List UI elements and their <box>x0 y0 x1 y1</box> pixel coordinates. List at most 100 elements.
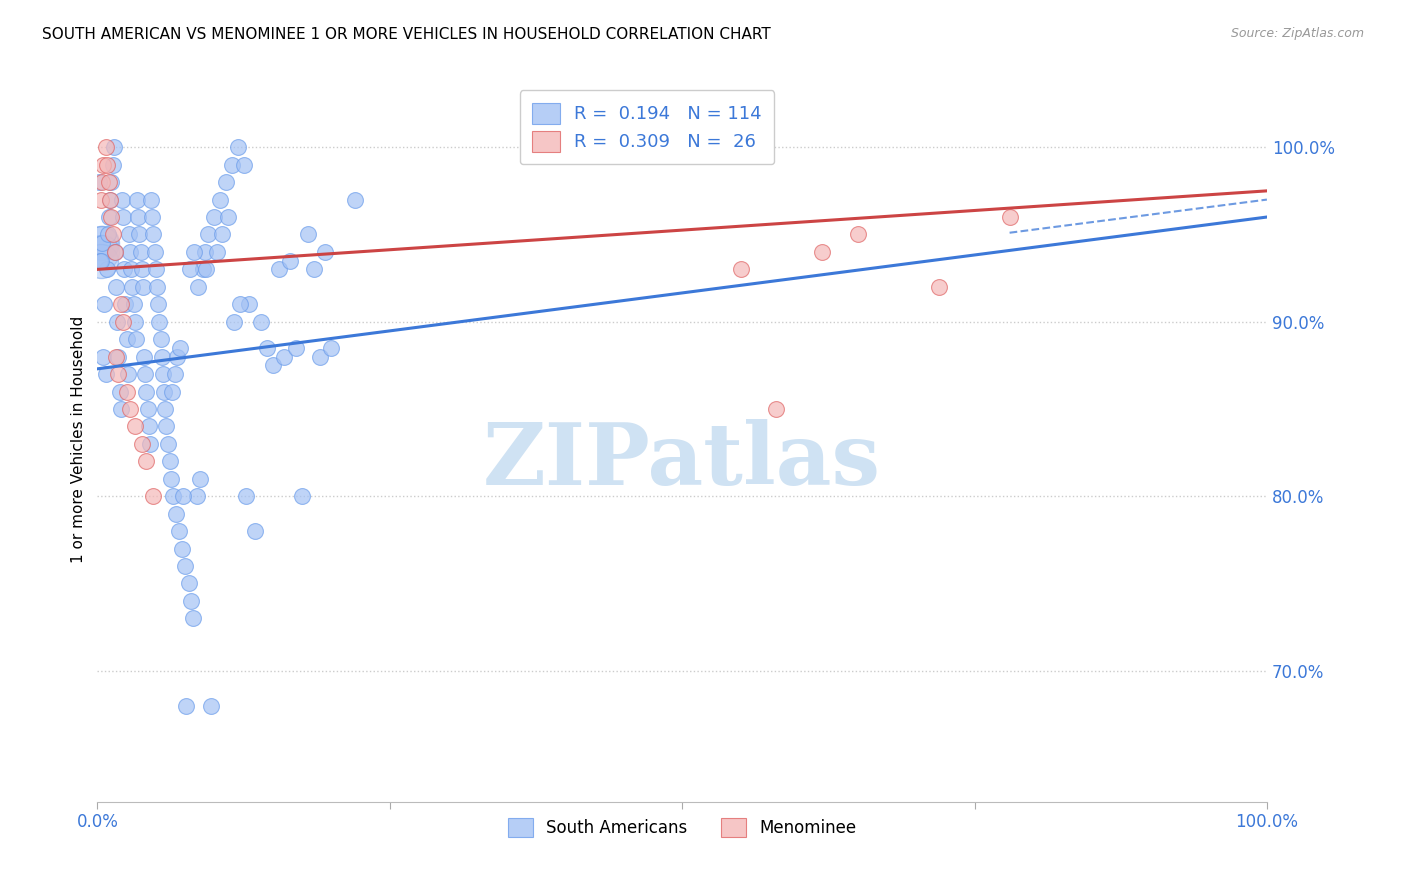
Point <box>118 227 141 242</box>
Point <box>100 210 122 224</box>
Point <box>169 341 191 355</box>
Point <box>111 193 134 207</box>
Point <box>846 227 869 242</box>
Point <box>811 244 834 259</box>
Point <box>170 541 193 556</box>
Point <box>98 193 121 207</box>
Point <box>148 315 170 329</box>
Point <box>146 297 169 311</box>
Point <box>285 341 308 355</box>
Point <box>115 332 138 346</box>
Point <box>165 507 187 521</box>
Point <box>321 341 343 355</box>
Point <box>238 297 260 311</box>
Point <box>132 280 155 294</box>
Point <box>120 262 142 277</box>
Point <box>245 524 267 538</box>
Point <box>134 350 156 364</box>
Point <box>215 175 238 189</box>
Point <box>205 244 228 259</box>
Point <box>98 210 121 224</box>
Point <box>112 210 135 224</box>
Point <box>100 175 122 189</box>
Point <box>194 244 217 259</box>
Point <box>250 315 273 329</box>
Point <box>108 384 131 399</box>
Point <box>209 193 232 207</box>
Point <box>166 350 188 364</box>
Point <box>224 315 246 329</box>
Point <box>136 401 159 416</box>
Point <box>174 698 197 713</box>
Point <box>191 262 214 277</box>
Point <box>143 244 166 259</box>
Point <box>226 140 249 154</box>
Point <box>124 315 146 329</box>
Point <box>180 594 202 608</box>
Point <box>98 175 121 189</box>
Point <box>98 193 121 207</box>
Point <box>135 454 157 468</box>
Point <box>314 244 336 259</box>
Point <box>160 472 183 486</box>
Point <box>91 350 114 364</box>
Point <box>141 193 163 207</box>
Point <box>127 210 149 224</box>
Point <box>152 367 174 381</box>
Point <box>107 350 129 364</box>
Point <box>308 350 330 364</box>
Point <box>278 253 301 268</box>
Point <box>145 262 167 277</box>
Point <box>149 332 172 346</box>
Point <box>128 227 150 242</box>
Point <box>297 227 319 242</box>
Point <box>127 193 149 207</box>
Point <box>91 244 114 259</box>
Point <box>928 280 950 294</box>
Point <box>153 401 176 416</box>
Point <box>146 280 169 294</box>
Point <box>229 297 252 311</box>
Point <box>107 367 129 381</box>
Point <box>104 244 127 259</box>
Point <box>186 489 208 503</box>
Point <box>103 140 125 154</box>
Point <box>156 437 179 451</box>
Point <box>163 367 186 381</box>
Point <box>105 350 128 364</box>
Point <box>101 227 124 242</box>
Point <box>89 253 111 268</box>
Point <box>998 210 1021 224</box>
Point <box>142 489 165 503</box>
Point <box>115 384 138 399</box>
Point <box>134 367 156 381</box>
Point <box>97 227 120 242</box>
Point <box>94 367 117 381</box>
Point <box>110 297 132 311</box>
Point <box>124 419 146 434</box>
Point <box>112 262 135 277</box>
Point <box>273 350 295 364</box>
Point <box>138 419 160 434</box>
Point <box>90 253 112 268</box>
Point <box>235 489 257 503</box>
Point <box>200 698 222 713</box>
Point <box>96 262 118 277</box>
Point <box>730 262 752 277</box>
Point <box>139 437 162 451</box>
Point <box>172 489 194 503</box>
Point <box>117 367 139 381</box>
Legend: South Americans, Menominee: South Americans, Menominee <box>502 812 863 844</box>
Point <box>90 253 112 268</box>
Point <box>765 401 787 416</box>
Point <box>101 158 124 172</box>
Point <box>179 262 201 277</box>
Point <box>221 158 243 172</box>
Point <box>211 227 233 242</box>
Point <box>153 384 176 399</box>
Point <box>90 193 112 207</box>
Point <box>91 236 114 251</box>
Point <box>217 210 239 224</box>
Point <box>232 158 254 172</box>
Point <box>181 611 204 625</box>
